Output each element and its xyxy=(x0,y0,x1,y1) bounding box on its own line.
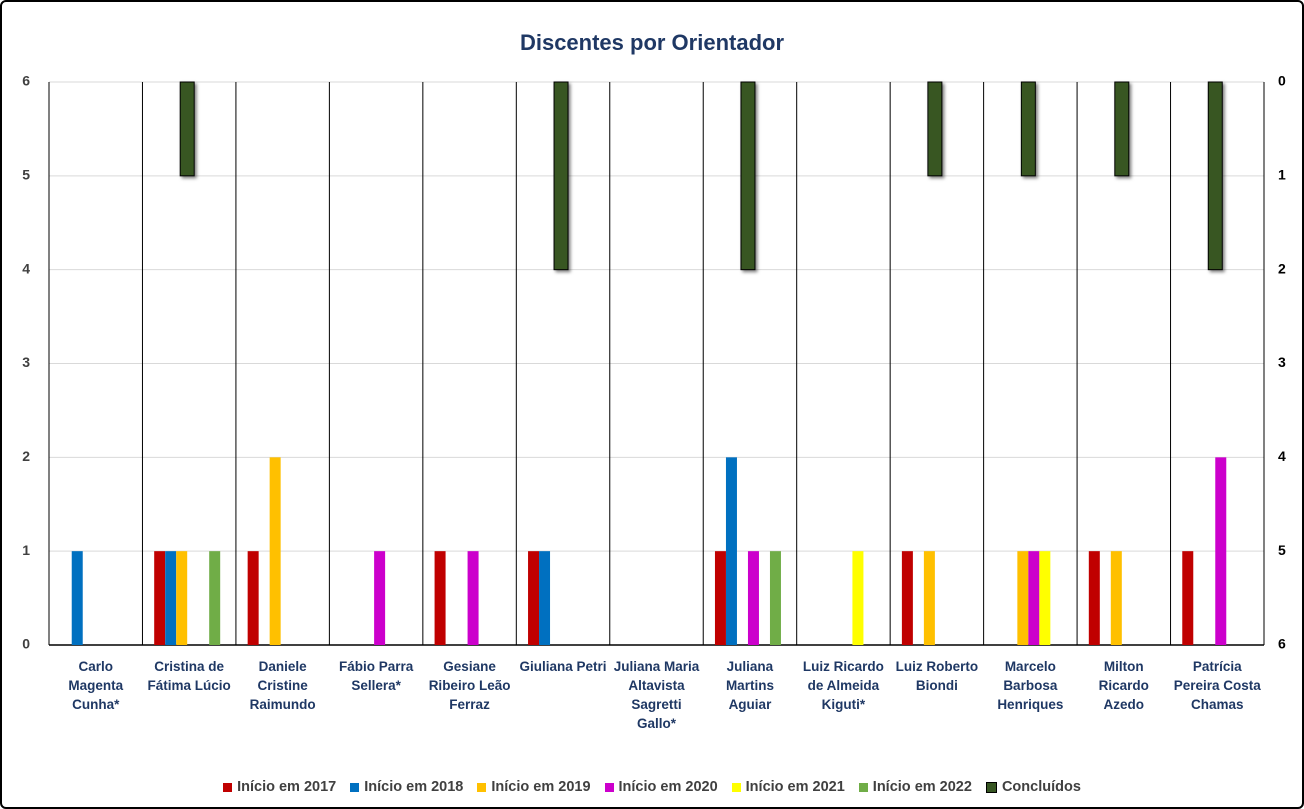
bar xyxy=(269,457,281,645)
bar xyxy=(1017,551,1029,645)
legend-item: Concluídos xyxy=(985,779,1081,795)
legend-swatch xyxy=(477,782,487,792)
bar xyxy=(747,551,759,645)
bar xyxy=(1088,551,1100,645)
legend-swatch xyxy=(858,782,868,792)
bar xyxy=(1110,551,1122,645)
legend-item: Início em 2022 xyxy=(858,779,972,795)
legend-swatch xyxy=(985,781,997,793)
x-tick-label: Luiz Ricardo de Almeida Kiguti* xyxy=(802,659,884,712)
bar xyxy=(539,551,551,645)
legend-item: Início em 2017 xyxy=(223,779,336,795)
bar xyxy=(852,551,864,645)
bar xyxy=(71,551,83,645)
bar xyxy=(165,551,177,645)
bar xyxy=(247,551,259,645)
x-tick-label: Fábio Parra Sellera* xyxy=(338,659,414,693)
bar-secondary xyxy=(1020,81,1036,177)
y2-tick-label: 0 xyxy=(1278,73,1286,89)
bar xyxy=(467,551,479,645)
legend-label: Início em 2022 xyxy=(872,779,972,795)
bar-secondary xyxy=(740,81,756,271)
y-tick-label: 6 xyxy=(22,73,30,89)
legend-item: Início em 2020 xyxy=(604,779,718,795)
bar xyxy=(1028,551,1040,645)
legend-swatch xyxy=(731,782,741,792)
bar xyxy=(209,551,221,645)
legend-item: Início em 2018 xyxy=(350,779,463,795)
bar xyxy=(1039,551,1051,645)
x-tick-label: Milton Ricardo Azedo xyxy=(1098,659,1149,712)
x-tick-label: Patrícia Pereira Costa Chamas xyxy=(1173,659,1261,712)
bar-secondary xyxy=(1114,81,1130,177)
legend: Início em 2017 Início em 2018 Início em 20… xyxy=(2,779,1302,795)
legend-item: Início em 2019 xyxy=(477,779,591,795)
x-tick-label: Marcelo Barbosa Henriques xyxy=(997,659,1064,712)
x-tick-label: Juliana Martins Aguiar xyxy=(725,659,774,712)
bar xyxy=(374,551,386,645)
legend-item: Início em 2021 xyxy=(731,779,845,795)
bar xyxy=(176,551,188,645)
bar xyxy=(923,551,935,645)
y2-tick-label: 4 xyxy=(1278,448,1286,464)
legend-label: Início em 2017 xyxy=(237,779,337,795)
y-tick-label: 0 xyxy=(22,636,30,652)
y-tick-label: 3 xyxy=(22,354,30,370)
x-tick-label: Luiz Roberto Biondi xyxy=(895,659,979,693)
legend-label: Início em 2019 xyxy=(491,779,591,795)
chart-title: Discentes por Orientador xyxy=(520,30,785,55)
legend-label: Concluídos xyxy=(1001,779,1081,795)
bar xyxy=(714,551,726,645)
legend-swatch xyxy=(604,782,614,792)
bar xyxy=(769,551,781,645)
legend-label: Início em 2020 xyxy=(618,779,718,795)
y-tick-label: 5 xyxy=(22,167,30,183)
x-tick-label: Juliana Maria Altavista Sagretti Gallo* xyxy=(613,659,700,731)
bar-secondary xyxy=(1207,81,1223,271)
bar xyxy=(528,551,540,645)
y2-tick-label: 2 xyxy=(1278,260,1286,276)
y-tick-label: 2 xyxy=(22,448,30,464)
y2-tick-label: 1 xyxy=(1278,167,1286,183)
x-tick-label: Carlo Magenta Cunha* xyxy=(68,659,124,712)
y2-tick-label: 6 xyxy=(1278,636,1286,652)
legend-swatch xyxy=(223,782,233,792)
bar-secondary xyxy=(927,81,943,177)
y2-tick-label: 5 xyxy=(1278,542,1286,558)
x-tick-label: Giuliana Petri xyxy=(519,659,607,674)
bar xyxy=(434,551,446,645)
y-tick-label: 1 xyxy=(22,542,30,558)
x-tick-label: Cristina de Fátima Lúcio xyxy=(147,659,231,693)
y2-tick-label: 3 xyxy=(1278,354,1286,370)
y-tick-label: 4 xyxy=(22,260,30,276)
bar-secondary xyxy=(553,81,569,271)
bar xyxy=(1182,551,1194,645)
x-tick-label: Daniele Cristine Raimundo xyxy=(249,659,316,712)
bar-secondary xyxy=(179,81,195,177)
bar xyxy=(901,551,913,645)
legend-swatch xyxy=(350,782,360,792)
legend-label: Início em 2021 xyxy=(745,779,845,795)
bar xyxy=(154,551,166,645)
legend-label: Início em 2018 xyxy=(364,779,464,795)
x-tick-label: Gesiane Ribeiro Leão Ferraz xyxy=(428,659,511,712)
bar xyxy=(725,457,737,645)
bar xyxy=(1215,457,1227,645)
